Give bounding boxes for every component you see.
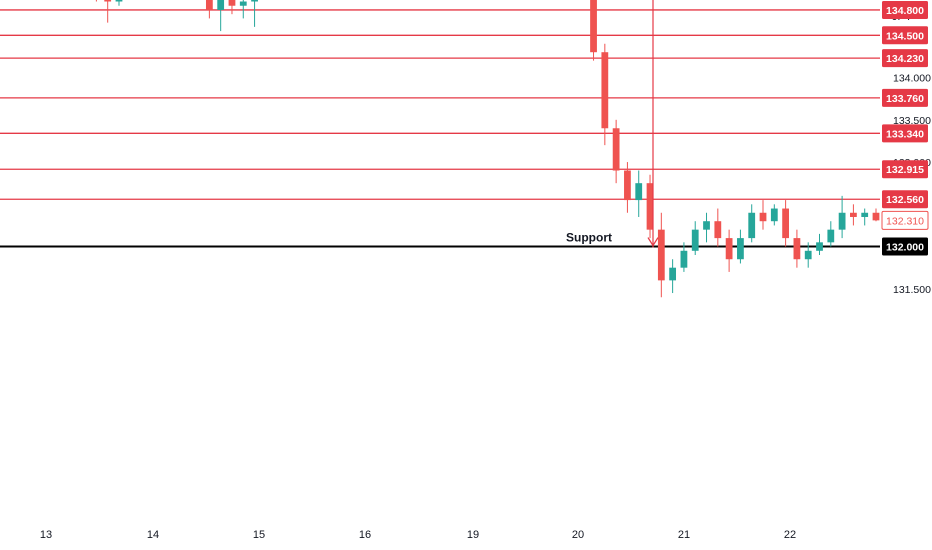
candle-body [217,0,225,10]
candle-body [861,212,869,217]
candle-body [770,208,778,222]
level-price-label: 134.230 [886,53,924,65]
level-price-label: 132.915 [886,164,924,176]
level-price-label: 132.560 [886,194,924,206]
candle-body [737,238,744,260]
level-price-tag [882,190,928,209]
candle-body [872,212,880,221]
candle-body [601,52,609,129]
candle-body [759,212,767,222]
level-price-label: 134.800 [886,5,924,17]
last-price-tag [881,210,929,230]
sell-entry-arrowhead [647,237,659,247]
candle-body [115,0,123,2]
candle-body [635,183,643,201]
candle-body [816,242,823,251]
level-price-tag [882,124,928,143]
level-price-tag [882,237,928,256]
candle-body [804,250,812,260]
time-tick-label: 13 [40,529,52,541]
candle-body [612,128,620,171]
time-tick-label: 19 [467,529,479,541]
last-price-label: 132.310 [886,215,924,227]
candle-body [680,250,688,268]
candle-body [251,0,258,2]
level-price-tag [882,26,928,45]
candle-body [838,212,846,230]
candle-body [228,0,236,6]
level-price-tag [882,0,928,19]
price-tick-label: 131.500 [893,284,931,296]
time-tick-label: 14 [147,529,159,541]
level-price-label: 134.500 [886,30,924,42]
time-tick-label: 16 [359,529,371,541]
time-tick-label: 22 [784,529,796,541]
time-tick-label: 21 [678,529,690,541]
candle-body [590,0,597,53]
price-axis[interactable]: JPY137.000136.500135.500135.000134.00013… [843,0,932,550]
price-tick-label: 133.500 [893,115,931,127]
level-price-label: 133.760 [886,93,924,105]
candle-body [646,183,654,230]
candle-body [827,229,835,243]
candle-body [703,221,710,230]
candle-body [725,238,733,260]
candle-body [624,170,631,201]
candle-body [657,229,665,281]
chart-annotations: Sell EntrySupport [566,0,659,248]
candle-body [782,208,789,239]
time-axis[interactable]: 13 14 15 16 19 20 21 22 [40,529,796,541]
time-tick-label: 20 [572,529,584,541]
candle-body [793,238,801,260]
candles [95,0,880,298]
candle-body [691,229,699,251]
candle-body [104,0,112,2]
support-label: Support [566,231,612,245]
level-price-tag [882,49,928,68]
time-tick-label: 15 [253,529,265,541]
candle-body [669,267,677,281]
candle-body [748,212,756,239]
level-price-tag [882,88,928,107]
level-price-label: 132.000 [886,242,924,254]
level-lines [0,9,880,248]
candle-body [239,1,247,6]
level-price-label: 133.340 [886,128,924,140]
price-tick-label: 134.000 [893,73,931,85]
candle-body [850,212,857,217]
candle-body [205,0,213,10]
candle-body [714,221,722,239]
level-price-tag [882,160,928,179]
